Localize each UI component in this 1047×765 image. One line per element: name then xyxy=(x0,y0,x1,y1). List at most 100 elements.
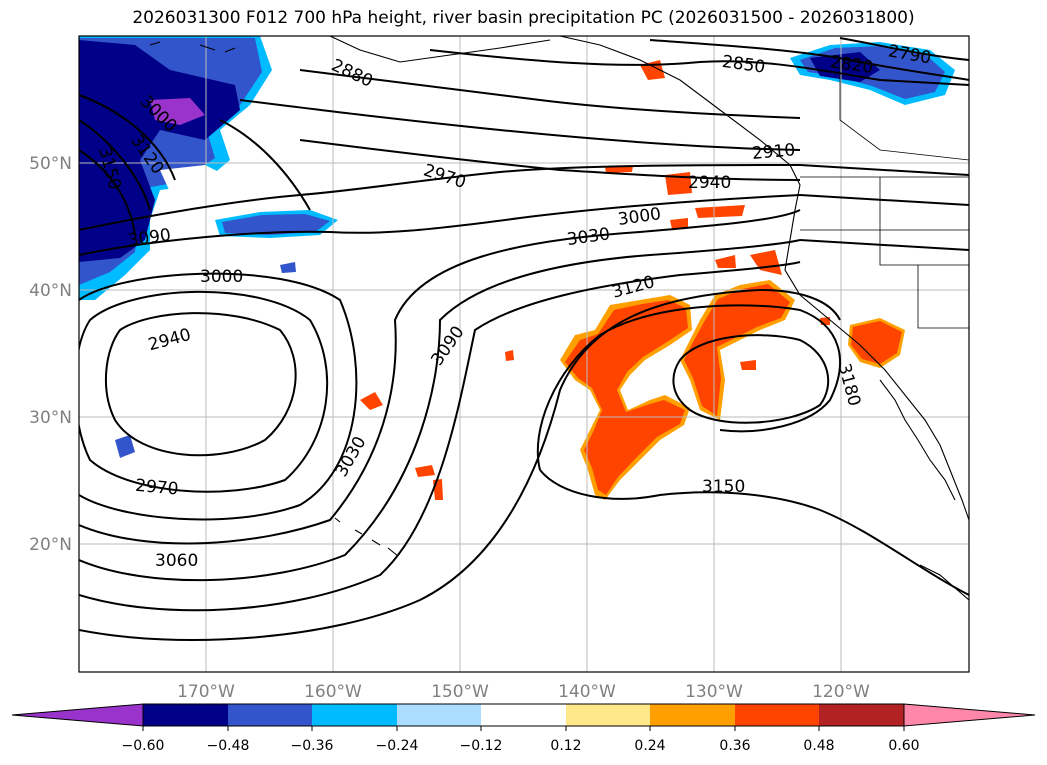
positive-precip-small-b xyxy=(433,479,443,500)
contour-labels: 2880 2850 2790 2820 3000 3120 3150 2910 … xyxy=(94,41,932,571)
political-borders xyxy=(800,60,969,329)
negative-precip-band-inner xyxy=(222,214,330,235)
lat-label: 50°N xyxy=(29,154,72,174)
contour-label: 2940 xyxy=(688,173,731,193)
contour-3150 xyxy=(536,304,841,471)
coastline-baja xyxy=(879,379,956,501)
contour-label: 2970 xyxy=(134,476,179,500)
contour-3180 xyxy=(672,334,830,424)
lon-label: 120°W xyxy=(812,682,870,702)
contour-label: 3180 xyxy=(834,361,865,408)
coastline-hawaii xyxy=(334,517,399,557)
colorbar-extend-low xyxy=(11,703,144,727)
contour-label: 3060 xyxy=(155,551,198,571)
colorbar-segment xyxy=(650,704,735,726)
coastline-mexico xyxy=(919,564,969,601)
contour-label: 3000 xyxy=(200,267,243,287)
colorbar-segment xyxy=(397,704,481,726)
coastlines xyxy=(149,36,969,601)
contour-3000-low xyxy=(79,272,358,521)
contour-2790 xyxy=(839,37,969,61)
lat-label: 30°N xyxy=(29,408,72,428)
colorbar-tick-label: −0.12 xyxy=(460,738,503,754)
contour-3060 xyxy=(79,239,801,582)
positive-precip-mid xyxy=(360,392,383,410)
contour-label: 2880 xyxy=(328,55,376,91)
border-state-1 xyxy=(879,177,969,266)
map-frame xyxy=(78,35,970,673)
coastline-alaska xyxy=(329,36,551,63)
longitude-labels: 170°W 160°W 150°W 140°W 130°W 120°W xyxy=(177,682,870,702)
contour-3000-north xyxy=(79,194,801,256)
contour-2910 xyxy=(239,99,801,151)
contour-3120-nw xyxy=(79,94,176,181)
negative-precip-peak xyxy=(150,98,205,125)
colorbar-segment xyxy=(143,704,228,726)
positive-precip-band-2 xyxy=(695,205,745,218)
contour-2970-low xyxy=(79,290,329,493)
positive-precip-small-a xyxy=(415,465,435,477)
positive-precip-small-c xyxy=(505,350,514,361)
contour-label: 2970 xyxy=(421,161,468,193)
negative-precip-areas xyxy=(79,36,955,458)
contour-2880 xyxy=(299,69,801,119)
lat-label: 20°N xyxy=(29,535,72,555)
colorbar-segment xyxy=(481,704,566,726)
latitude-labels: 50°N 40°N 30°N 20°N xyxy=(29,154,72,555)
colorbar-ticks xyxy=(142,726,905,731)
colorbar-extend-high xyxy=(903,703,1036,727)
colorbar-tick-label: −0.60 xyxy=(122,738,165,754)
lon-label: 150°W xyxy=(431,682,489,702)
border-alaska xyxy=(839,60,969,161)
lon-label: 170°W xyxy=(177,682,235,702)
contour-3030-ridge xyxy=(79,209,801,545)
contour-2820 xyxy=(649,39,969,81)
lon-label: 130°W xyxy=(685,682,743,702)
map-title: 2026031300 F012 700 hPa height, river ba… xyxy=(132,8,915,28)
positive-precip-band-5 xyxy=(670,218,688,229)
colorbar-segment xyxy=(566,704,650,726)
negative-precip-hole xyxy=(160,165,235,195)
border-state-2 xyxy=(917,265,969,329)
contour-label: 3030 xyxy=(566,224,612,250)
lat-label: 40°N xyxy=(29,281,72,301)
contour-3120 xyxy=(79,288,841,641)
colorbar-segment xyxy=(735,704,819,726)
colorbar-segment xyxy=(228,704,312,726)
contour-north-extra-3 xyxy=(799,239,969,251)
colorbar-tick-label: 0.12 xyxy=(550,738,581,754)
colorbar: −0.60 −0.48 −0.36 −0.24 −0.12 0.12 0.24 … xyxy=(11,703,1036,754)
contour-label: 3120 xyxy=(610,272,657,303)
contour-2850 xyxy=(429,49,969,86)
colorbar-segment xyxy=(312,704,397,726)
coastline-aleutians xyxy=(149,41,236,53)
positive-precip-areas xyxy=(360,60,905,500)
colorbar-tick-label: 0.24 xyxy=(634,738,665,754)
contour-label: 3090 xyxy=(427,323,468,370)
lon-label: 140°W xyxy=(558,682,616,702)
contour-3150-south xyxy=(539,469,969,596)
colorbar-tick-label: 0.48 xyxy=(803,738,834,754)
negative-precip-small-1 xyxy=(115,435,135,458)
positive-precip-east-core xyxy=(684,284,790,416)
coastline-north-america xyxy=(559,36,969,521)
positive-precip-band-3 xyxy=(605,166,633,173)
colorbar-frame xyxy=(142,703,905,727)
colorbar-tick-label: 0.60 xyxy=(888,738,919,754)
contour-label: 2940 xyxy=(146,325,193,356)
contour-label: 3150 xyxy=(702,477,745,497)
contour-label: 2910 xyxy=(751,140,796,164)
contour-3090-nw xyxy=(79,149,136,236)
colorbar-tick-label: −0.48 xyxy=(207,738,250,754)
contour-north-extra-1 xyxy=(799,164,969,176)
positive-precip-north xyxy=(640,60,665,80)
negative-precip-core xyxy=(79,40,240,262)
positive-precip-main-core xyxy=(565,300,688,495)
negative-precip-small-2 xyxy=(280,262,296,273)
colorbar-tick-label: 0.36 xyxy=(719,738,750,754)
colorbar-tick-label: −0.36 xyxy=(291,738,334,754)
graticule xyxy=(79,36,969,672)
contour-2940-north xyxy=(219,119,801,211)
positive-precip-coast xyxy=(750,250,782,275)
